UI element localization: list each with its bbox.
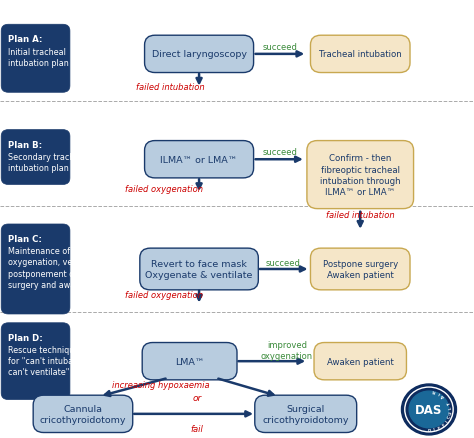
Text: I: I: [438, 389, 441, 394]
Text: Awaken patient: Awaken patient: [327, 357, 394, 366]
FancyBboxPatch shape: [140, 249, 258, 290]
FancyBboxPatch shape: [314, 343, 406, 380]
FancyBboxPatch shape: [142, 343, 237, 380]
Text: succeed: succeed: [262, 43, 297, 52]
Text: succeed: succeed: [266, 258, 301, 267]
Text: T: T: [447, 400, 452, 404]
Text: ILMA™ or LMA™: ILMA™ or LMA™: [161, 155, 237, 164]
FancyBboxPatch shape: [310, 36, 410, 73]
Text: Revert to face mask
Oxygenate & ventilate: Revert to face mask Oxygenate & ventilat…: [146, 259, 253, 279]
Text: succeed: succeed: [262, 148, 297, 157]
Text: I: I: [433, 427, 436, 431]
Text: Tracheal intubation: Tracheal intubation: [319, 50, 401, 59]
Text: Maintenance of
oxygenation, ventilation,
postponement of
surgery and awakening: Maintenance of oxygenation, ventilation,…: [8, 247, 108, 289]
FancyBboxPatch shape: [145, 36, 254, 73]
Circle shape: [401, 384, 456, 435]
Text: improved
oxygenation: improved oxygenation: [261, 341, 313, 360]
Text: C: C: [447, 415, 452, 419]
Text: failed oxygenation: failed oxygenation: [125, 185, 202, 194]
Text: Direct laryngoscopy: Direct laryngoscopy: [152, 50, 246, 59]
Text: F: F: [437, 425, 441, 430]
Text: I: I: [445, 419, 449, 423]
Text: or: or: [192, 393, 201, 402]
FancyBboxPatch shape: [310, 249, 410, 290]
Text: Plan C:: Plan C:: [8, 235, 42, 244]
Text: Plan D:: Plan D:: [8, 333, 43, 342]
FancyBboxPatch shape: [1, 25, 70, 93]
Text: Plan A:: Plan A:: [8, 35, 43, 44]
Text: increasing hypoxaemia: increasing hypoxaemia: [112, 380, 210, 389]
FancyBboxPatch shape: [1, 131, 70, 185]
Text: D: D: [427, 428, 431, 432]
Text: Postpone surgery
Awaken patient: Postpone surgery Awaken patient: [323, 259, 398, 279]
Text: failed oxygenation: failed oxygenation: [125, 290, 202, 299]
FancyBboxPatch shape: [33, 395, 133, 433]
Text: U: U: [448, 410, 453, 414]
Text: Cannula
cricothyroidotomy: Cannula cricothyroidotomy: [40, 404, 126, 424]
Text: L: L: [449, 406, 453, 409]
Text: Surgical
cricothyroidotomy: Surgical cricothyroidotomy: [263, 404, 349, 424]
FancyBboxPatch shape: [1, 224, 70, 314]
Text: Secondary tracheal
intubation plan: Secondary tracheal intubation plan: [8, 152, 87, 173]
Text: failed intubation: failed intubation: [326, 211, 394, 220]
Text: DAS: DAS: [415, 403, 443, 416]
Circle shape: [409, 391, 449, 428]
Text: Confirm - then
fibreoptic tracheal
intubation through
ILMA™ or LMA™: Confirm - then fibreoptic tracheal intub…: [320, 154, 401, 196]
Text: LMA™: LMA™: [175, 357, 204, 366]
FancyBboxPatch shape: [145, 141, 254, 179]
Text: F: F: [441, 422, 446, 427]
Text: Initial tracheal
intubation plan: Initial tracheal intubation plan: [8, 48, 69, 67]
FancyBboxPatch shape: [307, 141, 413, 209]
Text: Rescue techniques
for "can't intubate,
can't ventilate" situation: Rescue techniques for "can't intubate, c…: [8, 345, 107, 377]
Text: R: R: [432, 388, 436, 392]
FancyBboxPatch shape: [1, 323, 70, 399]
FancyBboxPatch shape: [255, 395, 356, 433]
Text: A: A: [441, 392, 446, 397]
Text: Plan B:: Plan B:: [8, 140, 42, 149]
Text: failed intubation: failed intubation: [137, 83, 205, 92]
Text: fail: fail: [190, 424, 203, 433]
